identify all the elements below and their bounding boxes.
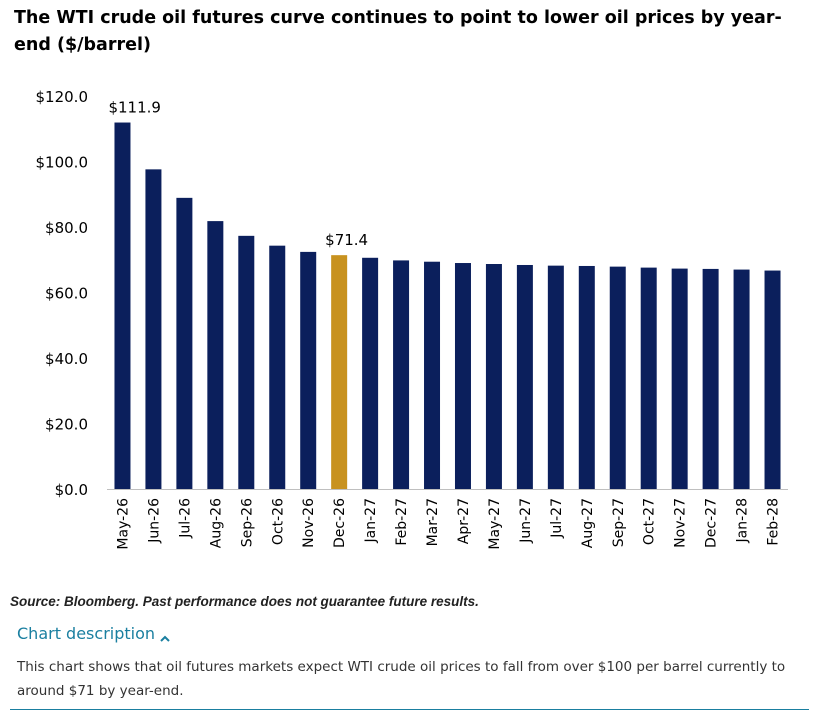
bar (547, 265, 564, 489)
x-tick-label: Aug-26 (208, 498, 224, 548)
bar (485, 264, 502, 489)
bar (609, 266, 626, 489)
y-tick-label: $0.0 (55, 481, 88, 499)
bar (238, 235, 255, 489)
x-tick-label: Feb-28 (766, 498, 782, 546)
x-tick-label: Aug-27 (580, 498, 596, 548)
bar (578, 265, 595, 489)
x-tick-label: Jun-26 (146, 498, 162, 544)
x-tick-label: Jun-27 (518, 498, 534, 544)
y-tick-label: $100.0 (36, 154, 89, 172)
x-tick-label: Oct-26 (270, 498, 286, 545)
bar (516, 264, 533, 489)
x-tick-label: May-27 (487, 498, 503, 550)
bar (702, 268, 719, 489)
x-tick-label: Jul-26 (177, 498, 193, 539)
y-tick-label: $40.0 (45, 350, 88, 368)
x-tick-label: Apr-27 (456, 498, 472, 544)
bar (207, 221, 224, 490)
bar (300, 251, 317, 489)
bar (454, 263, 471, 489)
bar (114, 122, 131, 489)
chart-description-label: Chart description (17, 624, 156, 643)
data-label: $71.4 (325, 231, 368, 249)
x-tick-label: Jan-28 (735, 498, 751, 543)
x-tick-label: Oct-27 (642, 498, 658, 545)
data-label: $111.9 (108, 99, 160, 117)
bar (733, 269, 750, 489)
y-tick-label: $60.0 (45, 285, 88, 303)
x-tick-label: Mar-27 (425, 498, 441, 546)
chevron-up-icon (159, 629, 171, 642)
y-tick-label: $20.0 (45, 416, 88, 434)
bar-chart: $0.0 $20.0 $40.0 $60.0 $80.0 $100.0 $120.0 May-… (36, 88, 788, 550)
bar (671, 268, 688, 489)
x-tick-label: Nov-26 (301, 498, 317, 548)
bar (362, 257, 379, 489)
x-tick-label: Dec-26 (332, 498, 348, 548)
source-note: Source: Bloomberg. Past performance does… (10, 594, 479, 609)
x-tick-label: Jan-27 (363, 498, 379, 543)
x-tick-label: Feb-27 (394, 498, 410, 546)
x-tick-label: Jul-27 (549, 498, 565, 539)
x-tick-label: May-26 (115, 498, 131, 550)
chart-description-toggle[interactable]: Chart description (17, 624, 171, 643)
x-tick-label: Nov-27 (673, 498, 689, 548)
divider (10, 709, 809, 710)
chart-description-text: This chart shows that oil futures market… (17, 659, 786, 699)
bar (424, 261, 441, 489)
chart-title: The WTI crude oil futures curve continue… (14, 8, 782, 55)
x-tick-label: Dec-27 (704, 498, 720, 548)
bar (269, 245, 286, 489)
bar-highlight (331, 255, 348, 489)
bar (640, 267, 657, 489)
y-tick-label: $120.0 (36, 88, 89, 106)
bar (145, 169, 162, 490)
bar (176, 197, 193, 490)
x-tick-label: Sep-26 (239, 498, 255, 547)
bar (764, 270, 781, 489)
y-tick-label: $80.0 (45, 219, 88, 237)
bar (393, 260, 410, 489)
x-tick-label: Sep-27 (611, 498, 627, 547)
